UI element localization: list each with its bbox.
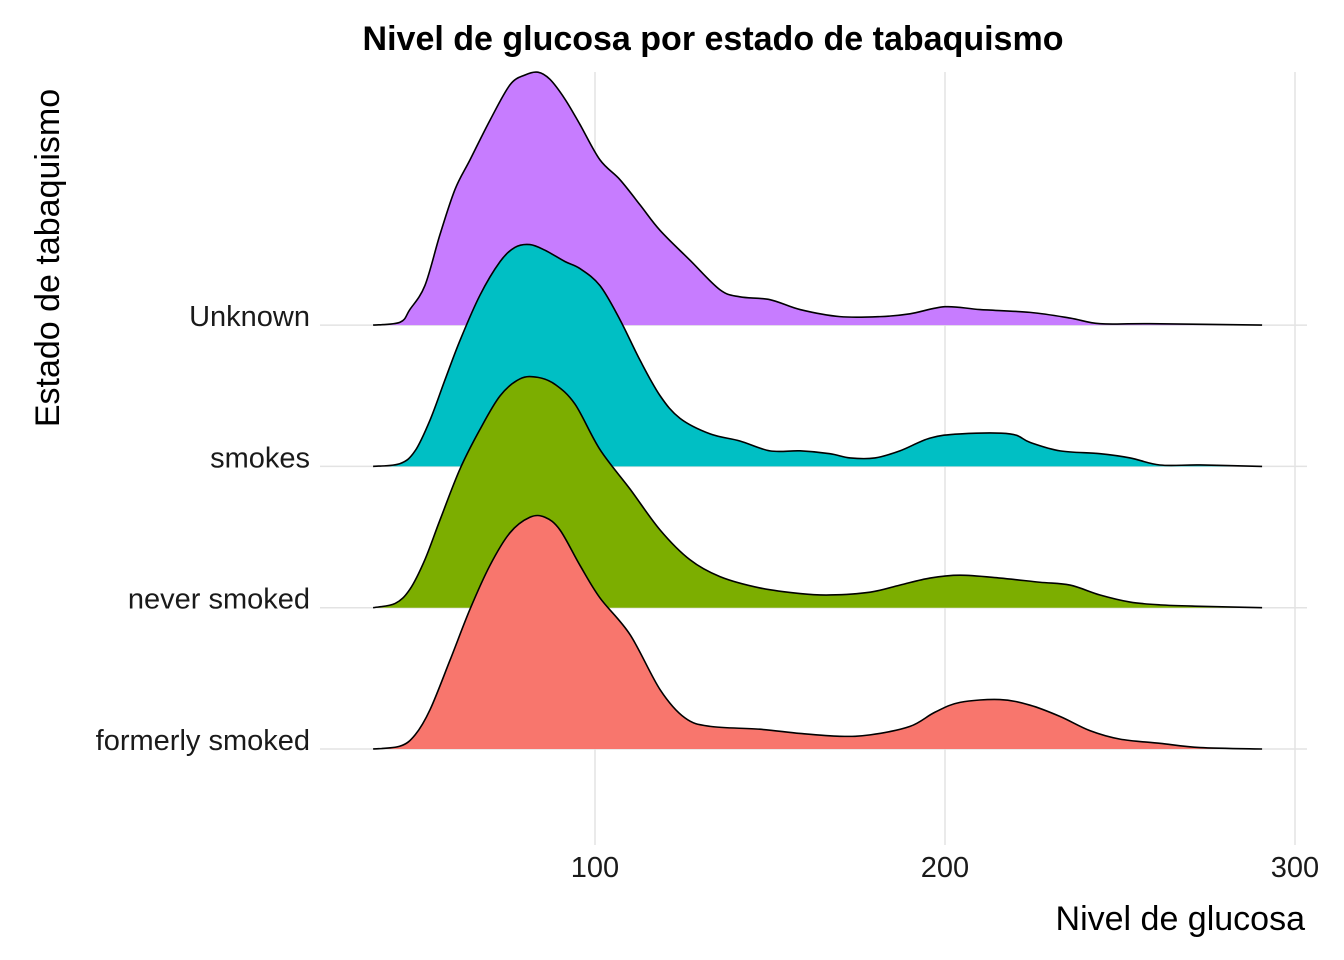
- y-tick-label: formerly smoked: [96, 725, 310, 757]
- y-tick-labels: formerly smoked never smoked smokes Unknown: [96, 301, 310, 757]
- y-tick-label: Unknown: [189, 301, 310, 333]
- x-tick-label: 300: [1271, 852, 1319, 884]
- x-tick-label: 100: [571, 852, 619, 884]
- x-axis-label: Nivel de glucosa: [1056, 900, 1306, 938]
- y-tick-label: smokes: [210, 442, 310, 474]
- ridge-fill-smokes: [373, 244, 1263, 467]
- ridge-outline: [373, 243, 1263, 468]
- x-tick-label: 200: [921, 852, 969, 884]
- y-tick-label: never smoked: [128, 584, 310, 616]
- y-axis-label: Estado de tabaquismo: [29, 89, 67, 427]
- ridge-outline: [373, 71, 1263, 326]
- ridge-fill-unknown: [373, 71, 1263, 326]
- ridge-fill-formerly-smoked: [373, 515, 1263, 749]
- x-tick-labels: 100 200 300: [571, 852, 1319, 884]
- ridge-outline: [372, 375, 1263, 609]
- ridge-fill-never-smoked: [373, 376, 1263, 608]
- chart-title: Nivel de glucosa por estado de tabaquism…: [363, 20, 1064, 58]
- ridge-outline: [373, 514, 1263, 750]
- ridges: [372, 71, 1263, 750]
